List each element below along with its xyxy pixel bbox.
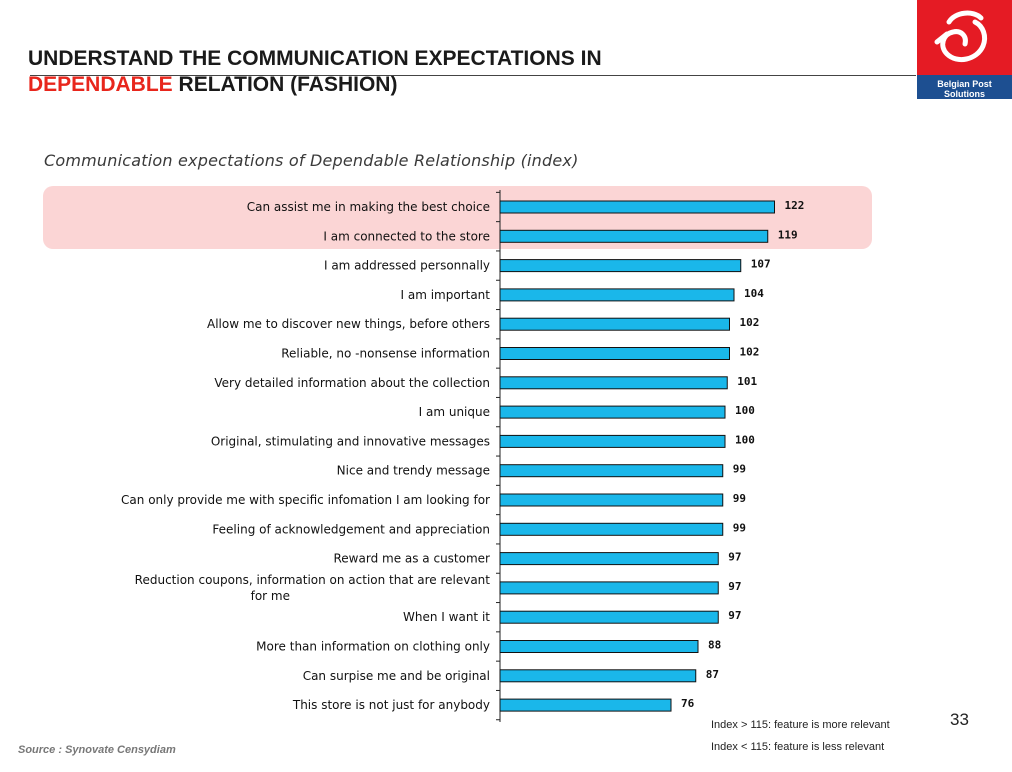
category-label: Can surpise me and be original (303, 669, 490, 683)
bar (499, 669, 697, 683)
bar (499, 434, 726, 448)
bar (499, 288, 735, 302)
category-label: Very detailed information about the coll… (214, 376, 490, 390)
data-label: 119 (778, 228, 798, 241)
category-label: I am addressed personnally (324, 259, 490, 273)
data-label: 100 (735, 404, 755, 417)
title-accent: DEPENDABLE (28, 73, 173, 96)
bar (499, 610, 719, 624)
page-title: UNDERSTAND THE COMMUNICATION EXPECTATION… (28, 46, 602, 98)
data-label: 101 (737, 375, 757, 388)
bar (499, 376, 728, 390)
data-label: 104 (744, 287, 764, 300)
category-label: This store is not just for anybody (292, 698, 490, 712)
page-number: 33 (950, 710, 969, 729)
category-label: When I want it (403, 610, 490, 624)
category-label: I am important (401, 288, 491, 302)
bar (499, 464, 724, 478)
data-label: 88 (708, 639, 721, 652)
bar (499, 552, 719, 566)
category-label: Original, stimulating and innovative mes… (211, 434, 490, 448)
data-label: 122 (785, 199, 805, 212)
bar (499, 317, 730, 331)
data-label: 100 (735, 433, 755, 446)
category-label: Can only provide me with specific infoma… (121, 493, 490, 507)
bar (499, 640, 699, 653)
category-label: Reduction coupons, information on action… (135, 573, 491, 603)
data-label: 97 (728, 551, 741, 564)
logo-band (917, 75, 1012, 99)
bar (499, 493, 724, 507)
bar (499, 581, 719, 595)
bar (499, 405, 726, 419)
data-label: 76 (681, 697, 695, 710)
data-label: 99 (733, 463, 746, 476)
title-rest: RELATION (FASHION) (172, 73, 398, 96)
data-label: 99 (733, 492, 746, 505)
title-line-1: UNDERSTAND THE COMMUNICATION EXPECTATION… (28, 47, 602, 70)
logo-text: Belgian Post Solutions (937, 79, 992, 99)
category-label: More than information on clothing only (256, 640, 490, 654)
title-divider (30, 75, 916, 76)
legend-less-relevant: Index < 115: feature is less relevant (711, 741, 885, 753)
category-label: Nice and trendy message (337, 464, 490, 478)
category-label: I am unique (419, 405, 490, 419)
chart-subtitle: Communication expectations of Dependable… (44, 151, 579, 170)
data-label: 97 (728, 609, 741, 622)
bar (499, 200, 775, 214)
post-horn-icon (934, 10, 988, 63)
bar (499, 347, 730, 360)
data-label: 99 (733, 521, 746, 534)
data-label: 102 (740, 346, 760, 359)
bar (499, 259, 742, 273)
bar (499, 522, 724, 536)
category-label: I am connected to the store (323, 229, 490, 243)
data-label: 87 (706, 668, 719, 681)
bar (499, 229, 769, 243)
category-label: Can assist me in making the best choice (247, 200, 490, 214)
category-label: Reliable, no -nonsense information (281, 347, 490, 361)
brand-logo: Belgian Post Solutions (917, 0, 1012, 99)
category-label: Feeling of acknowledgement and appreciat… (212, 522, 490, 536)
data-label: 102 (740, 316, 760, 329)
source-note: Source : Synovate Censydiam (18, 744, 176, 756)
category-label: Allow me to discover new things, before … (207, 317, 490, 331)
data-label: 97 (728, 580, 741, 593)
bar (499, 698, 672, 712)
legend-more-relevant: Index > 115: feature is more relevant (711, 719, 890, 731)
category-label: Reward me as a customer (334, 552, 491, 566)
data-label: 107 (751, 258, 771, 271)
